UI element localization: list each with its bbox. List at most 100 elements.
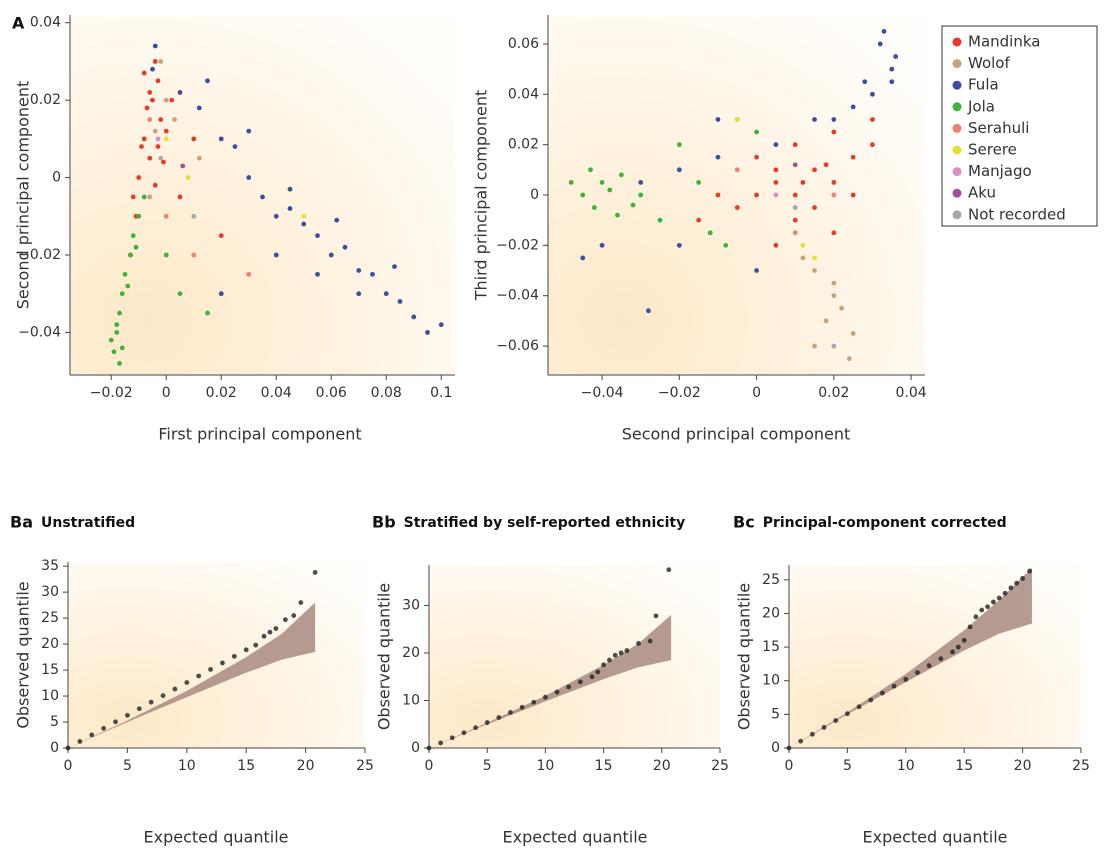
quantile-point [1002,590,1008,596]
data-point [831,117,837,122]
y-tick-label: −0.04 [496,288,539,304]
quantile-point [172,686,178,692]
data-point [800,180,806,185]
quantile-point [809,731,815,737]
data-point [328,252,334,258]
quantile-point [821,725,827,730]
data-point [638,192,644,198]
data-point [715,192,721,198]
y-tick-label: 30 [402,597,420,613]
data-point [870,91,875,97]
quantile-point [926,663,932,669]
quantile-point [647,638,653,644]
quantile-point [519,704,525,710]
data-point [812,255,817,261]
data-point [152,128,158,134]
data-point [136,175,142,180]
x-tick-label: 0.06 [316,385,347,401]
data-point [734,167,740,173]
data-point [618,172,624,178]
data-point [823,162,829,168]
y-tick-label: −0.02 [18,247,61,263]
data-point [172,117,177,122]
data-point [696,217,702,223]
panel-label: A [12,14,25,33]
data-point [792,230,798,236]
quantile-point [653,613,659,619]
y-tick-label: 0.04 [508,86,539,102]
data-point [191,213,197,219]
data-point [588,167,593,173]
data-point [260,194,265,200]
data-point [707,230,713,236]
data-point [356,268,362,273]
data-point [158,117,164,122]
data-point [831,180,837,185]
x-tick-label: 0 [64,758,73,774]
data-point [754,192,759,198]
quantile-point [196,673,202,679]
x-axis-title: Expected quantile [863,828,1008,847]
data-point [177,291,183,297]
data-point [196,155,202,161]
quantile-point [426,745,432,751]
quantile-point [208,667,213,672]
quantile-point [298,600,304,605]
y-tick-label: 10 [402,692,420,708]
data-point [599,242,605,248]
x-tick-label: 10 [897,758,915,774]
data-point [392,264,397,270]
y-tick-label: 20 [402,645,420,661]
data-point [646,308,651,314]
data-point [119,291,125,297]
x-tick-label: 0 [752,385,761,401]
quantile-point [891,683,897,689]
quantile-point [101,725,107,731]
data-point [147,155,153,161]
y-axis-title: Third principal component [472,90,491,301]
y-tick-label: −0.02 [496,237,539,253]
quantile-point [543,694,548,700]
data-point [180,163,186,169]
data-point [147,90,153,95]
data-point [158,155,164,161]
x-tick-label: −0.02 [658,385,701,401]
data-point [773,142,779,148]
data-point [383,291,389,297]
data-point [792,205,798,210]
y-tick-label: 35 [41,558,59,574]
panel-title: Stratified by self-reported ethnicity [404,515,686,531]
data-point [723,242,729,248]
legend-swatch [952,123,962,133]
data-point [287,206,293,211]
data-point [580,255,586,261]
y-tick-label: 30 [41,584,59,600]
data-point [831,343,837,349]
data-point [773,242,779,248]
data-point [150,97,155,103]
x-axis-title: Second principal component [622,425,851,444]
x-tick-label: 10 [178,758,196,774]
y-tick-label: 0 [530,187,539,203]
data-point [155,136,161,142]
data-point [792,162,798,168]
data-point [169,97,175,103]
data-point [812,343,817,349]
quantile-point [618,650,624,656]
x-axis-title: First principal component [158,425,361,444]
data-point [754,154,759,160]
data-point [136,213,142,219]
x-tick-label: 0 [162,385,171,401]
x-tick-label: 5 [123,758,132,774]
data-point [850,154,856,160]
data-point [734,205,740,210]
x-axis-title: Expected quantile [144,828,289,847]
data-point [147,194,153,200]
data-point [630,202,636,208]
legend-label: Mandinka [968,33,1040,51]
data-point [715,154,721,160]
data-point [870,142,875,148]
quantile-point [148,699,154,705]
y-tick-label: 0 [50,740,59,756]
quantile-point [607,657,612,663]
